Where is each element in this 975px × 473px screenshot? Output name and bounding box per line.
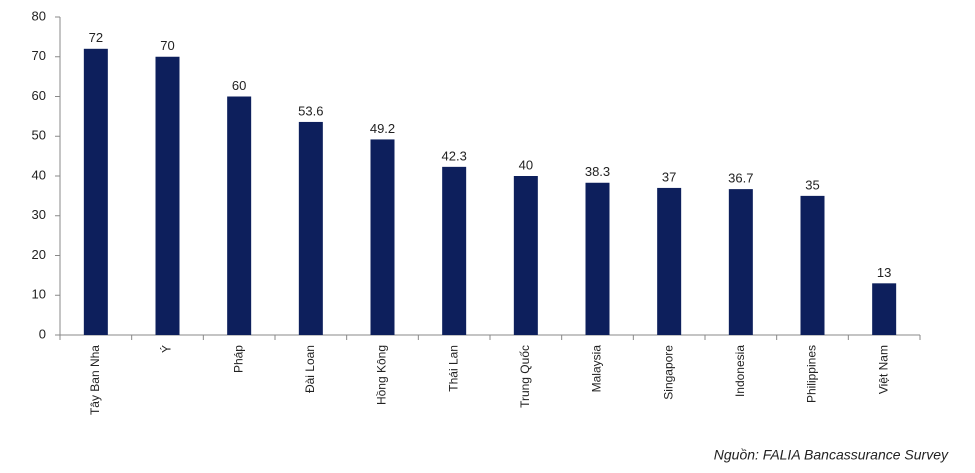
data-label: 38.3 [585,164,610,179]
bar [155,56,180,335]
y-tick-label: 10 [32,287,46,302]
x-tick-label: Singapore [661,345,675,400]
x-tick-label: Ý [159,345,174,353]
bar [872,283,897,335]
data-label: 13 [877,265,891,280]
x-tick-label: Đài Loan [303,345,317,393]
source-note: Nguồn: FALIA Bancassurance Survey [714,447,949,463]
y-tick-label: 50 [32,128,46,143]
bar [298,121,323,335]
data-label: 70 [160,38,174,53]
data-label: 42.3 [442,148,467,163]
y-tick-label: 0 [39,326,46,341]
x-tick-label: Indonesia [733,345,747,397]
bar [728,189,753,335]
bar [83,48,108,336]
bar [442,166,467,335]
x-tick-label: Việt Nam [876,345,890,394]
bar [800,195,825,335]
x-tick-label: Hồng Kông [375,345,389,405]
bar [513,176,538,335]
y-tick-label: 30 [32,207,46,222]
y-tick-label: 40 [32,167,46,182]
x-tick-label: Malaysia [590,345,604,393]
x-tick-label: Pháp [231,345,245,373]
data-label: 60 [232,78,246,93]
x-tick-label: Thái Lan [446,345,460,392]
x-tick-label: Tây Ban Nha [88,345,102,415]
data-label: 35 [805,177,819,192]
data-label: 49.2 [370,121,395,136]
bar [585,182,610,335]
data-label: 40 [519,157,533,172]
y-tick-label: 70 [32,48,46,63]
x-tick-label: Trung Quốc [518,345,532,408]
bar [370,139,395,335]
data-label: 53.6 [298,103,323,118]
bar [657,187,682,335]
y-tick-label: 80 [32,8,46,23]
y-tick-label: 20 [32,247,46,262]
data-label: 72 [89,30,103,45]
y-tick-label: 60 [32,88,46,103]
data-label: 36.7 [728,171,753,186]
x-tick-label: Philippines [805,345,819,403]
data-label: 37 [662,169,676,184]
bar [227,96,252,335]
